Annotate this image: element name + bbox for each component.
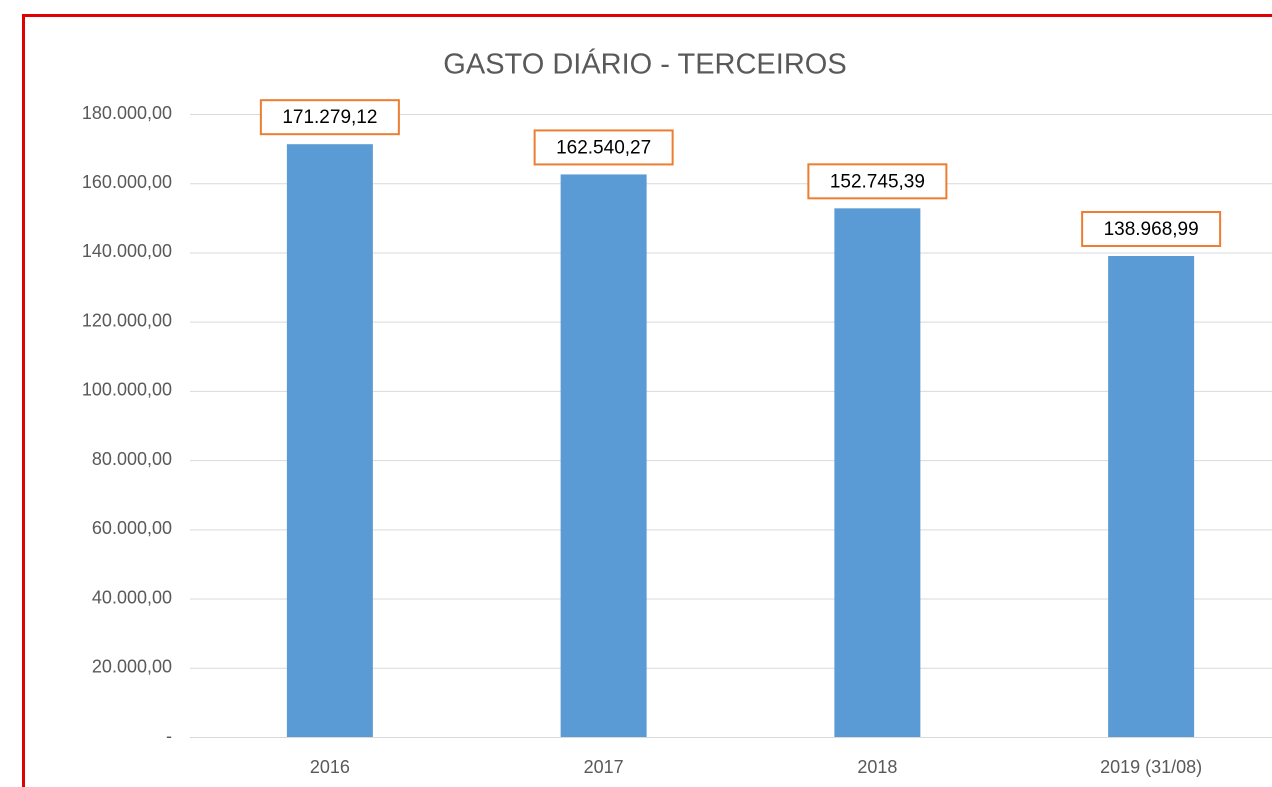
y-tick-label: 80.000,00 [92, 449, 172, 469]
data-label: 138.968,99 [1104, 219, 1199, 240]
bar [834, 208, 921, 737]
y-tick-label: 140.000,00 [82, 241, 172, 261]
y-tick-label: 100.000,00 [82, 380, 172, 400]
x-tick-label: 2018 [857, 757, 897, 777]
y-tick-label: 180.000,00 [82, 103, 172, 123]
bar [286, 144, 373, 737]
x-tick-label: 2017 [584, 757, 624, 777]
data-label-box [1081, 211, 1222, 248]
y-tick-label: 20.000,00 [92, 657, 172, 677]
y-tick-label: 160.000,00 [82, 172, 172, 192]
y-tick-label: 120.000,00 [82, 310, 172, 330]
bar [560, 174, 647, 738]
y-tick-label: 60.000,00 [92, 518, 172, 538]
x-tick-label: 2019 (31/08) [1100, 757, 1202, 777]
data-label: 171.279,12 [282, 107, 377, 128]
frame-border [22, 14, 1272, 787]
data-label-box [259, 99, 400, 136]
data-label-box [807, 163, 948, 200]
data-label: 162.540,27 [556, 137, 651, 158]
bar [1108, 256, 1195, 737]
y-tick-label: - [166, 726, 172, 746]
y-tick-label: 40.000,00 [92, 587, 172, 607]
chart-title: GASTO DIÁRIO - TERCEIROS [443, 48, 846, 81]
data-label: 152.745,39 [830, 171, 925, 192]
data-label-box [533, 129, 674, 166]
x-tick-label: 2016 [310, 757, 350, 777]
